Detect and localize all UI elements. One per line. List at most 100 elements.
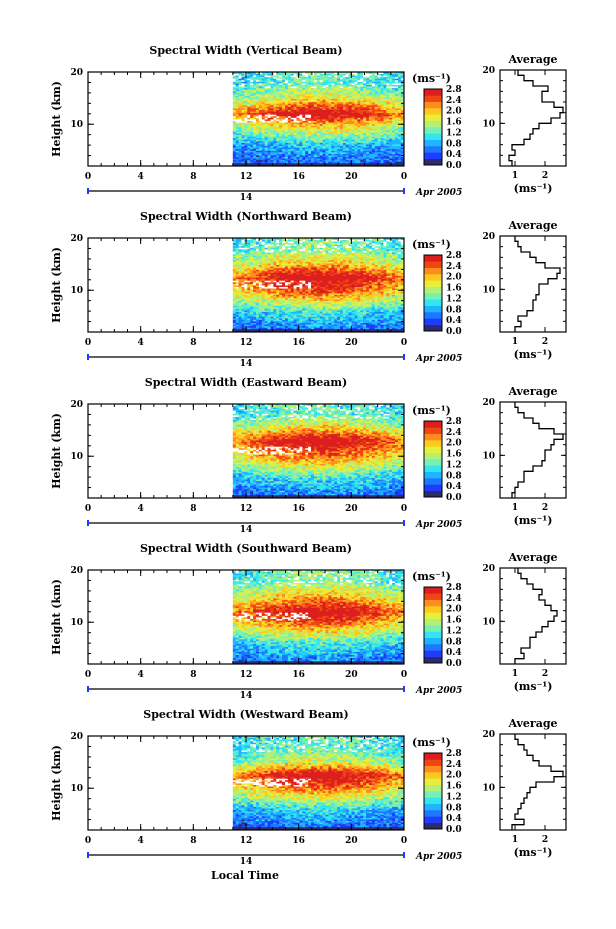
heatmap-cell <box>351 159 355 162</box>
heatmap-cell <box>354 81 358 84</box>
heatmap-cell <box>377 120 381 123</box>
heatmap-cell <box>337 144 341 147</box>
heatmap-cell <box>348 140 352 143</box>
heatmap-cell <box>311 148 315 151</box>
heatmap-cell <box>250 73 254 76</box>
heatmap-cell <box>267 104 271 107</box>
heatmap-cell <box>305 106 309 109</box>
heatmap-cell <box>244 311 248 314</box>
heatmap-cell <box>366 76 370 79</box>
heatmap-cell <box>273 75 277 78</box>
heatmap-cell <box>256 325 260 328</box>
heatmap-cell <box>258 125 263 128</box>
heatmap-cell <box>360 136 364 139</box>
heatmap-cell <box>363 89 367 92</box>
heatmap-cell <box>232 264 237 267</box>
heatmap-cell <box>357 133 361 136</box>
heatmap-cell <box>322 95 326 98</box>
heatmap-cell <box>241 295 245 298</box>
heatmap-cell <box>256 112 260 115</box>
heatmap-cell <box>267 133 271 136</box>
heatmap-cell <box>400 161 405 164</box>
heatmap-cell <box>241 81 245 84</box>
heatmap-cell <box>256 126 260 129</box>
heatmap-cell <box>305 156 309 159</box>
heatmap-cell <box>345 148 350 151</box>
heatmap-cell <box>232 89 237 92</box>
heatmap-cell <box>293 139 297 142</box>
heatmap-cell <box>235 155 240 157</box>
heatmap-cell <box>290 108 295 110</box>
heatmap-cell <box>235 238 240 240</box>
heatmap-cell <box>258 258 263 261</box>
heatmap-cell <box>241 103 245 106</box>
heatmap-cell <box>366 79 370 82</box>
heatmap-cell <box>273 263 277 266</box>
heatmap-cell <box>235 311 240 314</box>
heatmap-cell <box>308 92 312 95</box>
heatmap-cell <box>308 75 312 78</box>
heatmap-cell <box>311 97 315 100</box>
heatmap-cell <box>363 148 367 151</box>
heatmap-cell <box>395 93 399 96</box>
heatmap-cell <box>273 90 277 93</box>
heatmap-cell <box>377 97 381 100</box>
heatmap-cell <box>241 84 245 87</box>
heatmap-cell <box>238 139 242 142</box>
heatmap-cell <box>377 122 381 125</box>
heatmap-cell <box>293 142 297 145</box>
heatmap-cell <box>371 89 376 92</box>
heatmap-cell <box>241 286 245 289</box>
heatmap-cell <box>253 89 257 92</box>
heatmap-cell <box>345 114 350 117</box>
heatmap-cell <box>334 115 338 118</box>
heatmap-cell <box>345 125 350 128</box>
heatmap-cell <box>351 114 355 117</box>
heatmap-cell <box>241 129 245 132</box>
heatmap-cell <box>232 72 237 74</box>
heatmap-cell <box>397 139 402 142</box>
heatmap-cell <box>389 115 393 118</box>
heatmap-cell <box>290 131 295 134</box>
heatmap-cell <box>267 286 271 289</box>
heatmap-cell <box>397 98 402 101</box>
heatmap-cell <box>273 129 277 132</box>
heatmap-cell <box>256 93 260 96</box>
heatmap-cell <box>325 111 329 114</box>
heatmap-cell <box>342 111 347 114</box>
heatmap-cell <box>313 90 318 93</box>
heatmap-cell <box>247 238 251 240</box>
heatmap-cell <box>368 81 373 84</box>
heatmap-cell <box>256 131 260 134</box>
heatmap-cell <box>247 147 251 150</box>
heatmap-cell <box>232 92 237 95</box>
heatmap-cell <box>308 159 312 162</box>
heatmap-cell <box>235 261 240 264</box>
heatmap-cell <box>235 303 240 306</box>
heatmap-cell <box>389 129 393 132</box>
heatmap-cell <box>308 161 312 164</box>
heatmap-cell <box>363 90 367 93</box>
heatmap-cell <box>267 119 271 121</box>
heatmap-cell <box>253 311 257 314</box>
heatmap-cell <box>316 150 321 153</box>
heatmap-cell <box>241 294 245 297</box>
heatmap-cell <box>253 106 257 109</box>
heatmap-cell <box>319 123 324 126</box>
heatmap-cell <box>276 87 280 90</box>
heatmap-cell <box>368 101 373 104</box>
heatmap-cell <box>371 84 376 87</box>
heatmap-cell <box>305 144 309 147</box>
heatmap-cell <box>270 108 274 110</box>
heatmap-cell <box>261 150 266 153</box>
heatmap-cell <box>308 117 312 120</box>
heatmap-cell <box>238 79 242 82</box>
heatmap-cell <box>279 84 283 87</box>
heatmap-cell <box>261 241 266 244</box>
heatmap-cell <box>247 295 251 298</box>
heatmap-cell <box>235 150 240 153</box>
heatmap-cell <box>368 134 373 137</box>
heatmap-cell <box>256 117 260 120</box>
heatmap-cell <box>397 159 402 162</box>
heatmap-cell <box>264 299 268 302</box>
